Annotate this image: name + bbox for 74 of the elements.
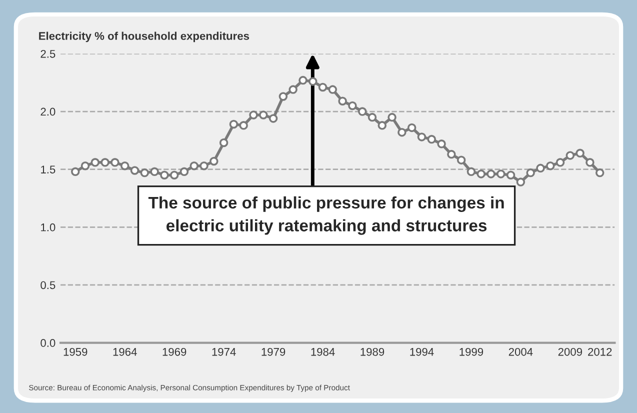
chart-title: Electricity % of household expenditures xyxy=(39,32,250,42)
point xyxy=(80,161,90,170)
y-tick-label: 0.0 xyxy=(40,339,56,347)
point xyxy=(268,114,278,123)
point xyxy=(368,112,377,122)
point xyxy=(437,140,446,148)
point xyxy=(417,132,426,142)
point xyxy=(160,170,169,180)
x-tick-label: 1999 xyxy=(460,348,484,356)
point xyxy=(140,168,150,178)
point xyxy=(229,120,238,129)
point xyxy=(586,158,594,167)
x-tick-label: 1959 xyxy=(64,348,88,356)
y-tick-label: 1.5 xyxy=(41,166,56,174)
point xyxy=(219,138,228,148)
point xyxy=(150,167,159,176)
point xyxy=(100,158,110,167)
x-tick-label: 2004 xyxy=(508,348,533,356)
point xyxy=(338,96,347,106)
point xyxy=(358,107,367,116)
point xyxy=(447,150,456,159)
point xyxy=(427,134,436,144)
point xyxy=(536,164,545,173)
point xyxy=(466,167,476,176)
x-tick-label: 1994 xyxy=(410,348,434,356)
point xyxy=(526,168,535,178)
point xyxy=(298,76,308,85)
y-tick-label: 1.0 xyxy=(41,223,56,232)
point xyxy=(210,156,218,166)
point xyxy=(130,166,140,175)
point xyxy=(170,170,179,180)
point xyxy=(259,110,268,120)
point xyxy=(308,77,318,86)
y-tick-label: 2.0 xyxy=(40,108,56,116)
y-tick-label: 0.5 xyxy=(40,281,56,290)
point xyxy=(110,158,120,167)
x-tick-label: 1979 xyxy=(262,348,286,356)
point xyxy=(407,123,416,132)
point xyxy=(288,85,298,94)
point xyxy=(388,112,396,122)
point xyxy=(318,82,328,92)
point xyxy=(249,110,258,120)
point xyxy=(328,85,338,94)
x-tick-label: 1974 xyxy=(212,348,236,356)
x-tick-label: 1964 xyxy=(113,348,137,356)
x-tick-label: 1969 xyxy=(162,348,186,356)
point xyxy=(180,167,189,176)
x-tick-label: 1984 xyxy=(311,348,335,356)
x-tick-label: 2009 xyxy=(558,348,582,356)
point xyxy=(239,121,248,130)
point xyxy=(556,158,565,167)
point xyxy=(486,170,496,178)
point xyxy=(378,121,387,130)
point xyxy=(200,161,208,170)
point xyxy=(278,92,288,101)
point xyxy=(576,148,584,158)
point xyxy=(516,178,526,186)
x-tick-label: 2012 xyxy=(588,348,612,356)
point xyxy=(348,101,357,110)
point xyxy=(120,161,130,170)
point xyxy=(506,170,516,180)
point xyxy=(595,168,604,178)
point xyxy=(90,158,100,167)
annotation: The source of public pressure for changes in electric utility ratemaking and structures xyxy=(148,196,504,235)
point xyxy=(496,170,506,178)
point xyxy=(456,156,466,164)
point xyxy=(566,151,575,160)
y-tick-label: 2.5 xyxy=(40,50,56,58)
point xyxy=(546,161,555,170)
x-tick-label: 1989 xyxy=(360,348,384,356)
point xyxy=(70,167,80,176)
point xyxy=(476,170,486,178)
point xyxy=(398,128,406,137)
point xyxy=(190,161,198,170)
